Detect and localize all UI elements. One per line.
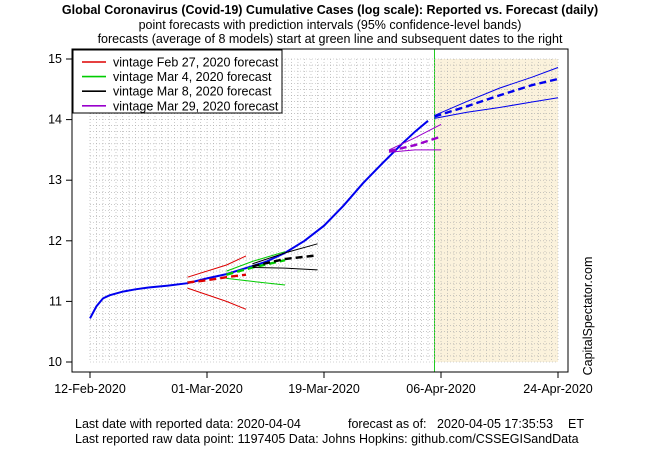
footer-timezone: ET [568,417,584,431]
series-lower-band [187,287,247,310]
series-point-forecast [388,135,442,153]
series-group [89,67,559,319]
series-lower-band [252,267,318,271]
series-1 [187,255,247,310]
series-point-forecast [434,77,559,118]
series-0 [89,120,429,319]
chart-subtitle-1: point forecasts with prediction interval… [139,18,522,32]
series-upper-band [226,251,286,272]
series-3 [252,243,318,271]
y-tick-label: 12 [48,234,62,248]
series-upper-band [187,255,247,278]
chart-subtitle-2: forecasts (average of 8 models) start at… [98,32,563,46]
x-tick-label: 01-Mar-2020 [171,382,243,396]
series-4 [388,123,442,153]
legend-label: vintage Mar 8, 2020 forecast [113,85,272,99]
y-tick-label: 15 [48,52,62,66]
y-tick-label: 13 [48,173,62,187]
series-upper-band [388,123,442,151]
series-upper-band [252,243,318,265]
footer-last-date: Last date with reported data: 2020-04-04 [75,417,301,431]
series-5 [434,67,559,119]
footer-data-source: Last reported raw data point: 1197405 Da… [75,432,579,446]
axes: 10 11 12 13 14 15 12-Feb-2020 01-Mar-2020 19-Mar… [48,48,593,396]
legend-box [72,49,283,114]
y-tick-label: 14 [48,113,62,127]
legend-label: vintage Feb 27, 2020 forecast [113,56,279,70]
series-point-forecast [252,254,318,268]
series-lower-band [388,149,441,153]
series-lower-band [434,97,559,119]
series-upper-band [434,67,559,116]
x-tick-label: 24-Apr-2020 [523,382,593,396]
y-tick-label: 11 [49,294,62,308]
plot-border [71,48,569,373]
x-tick-label: 06-Apr-2020 [406,382,476,396]
chart-title: Global Coronavirus (Covid-19) Cumulative… [62,3,598,17]
series-lower-band [226,277,286,286]
y-tick-label: 10 [48,355,62,369]
side-credit: CapitalSpectator.com [581,257,595,376]
x-tick-label: 19-Mar-2020 [288,382,360,396]
footer-forecast-label: forecast as of: [348,417,427,431]
series-line-reported [89,120,429,319]
footer-timestamp: 2020-04-05 17:35:53 [437,417,553,431]
legend-label: vintage Mar 4, 2020 forecast [113,70,272,84]
series-point-forecast [187,273,247,284]
legend-label: vintage Mar 29, 2020 forecast [113,99,279,113]
x-tick-label: 12-Feb-2020 [54,382,126,396]
